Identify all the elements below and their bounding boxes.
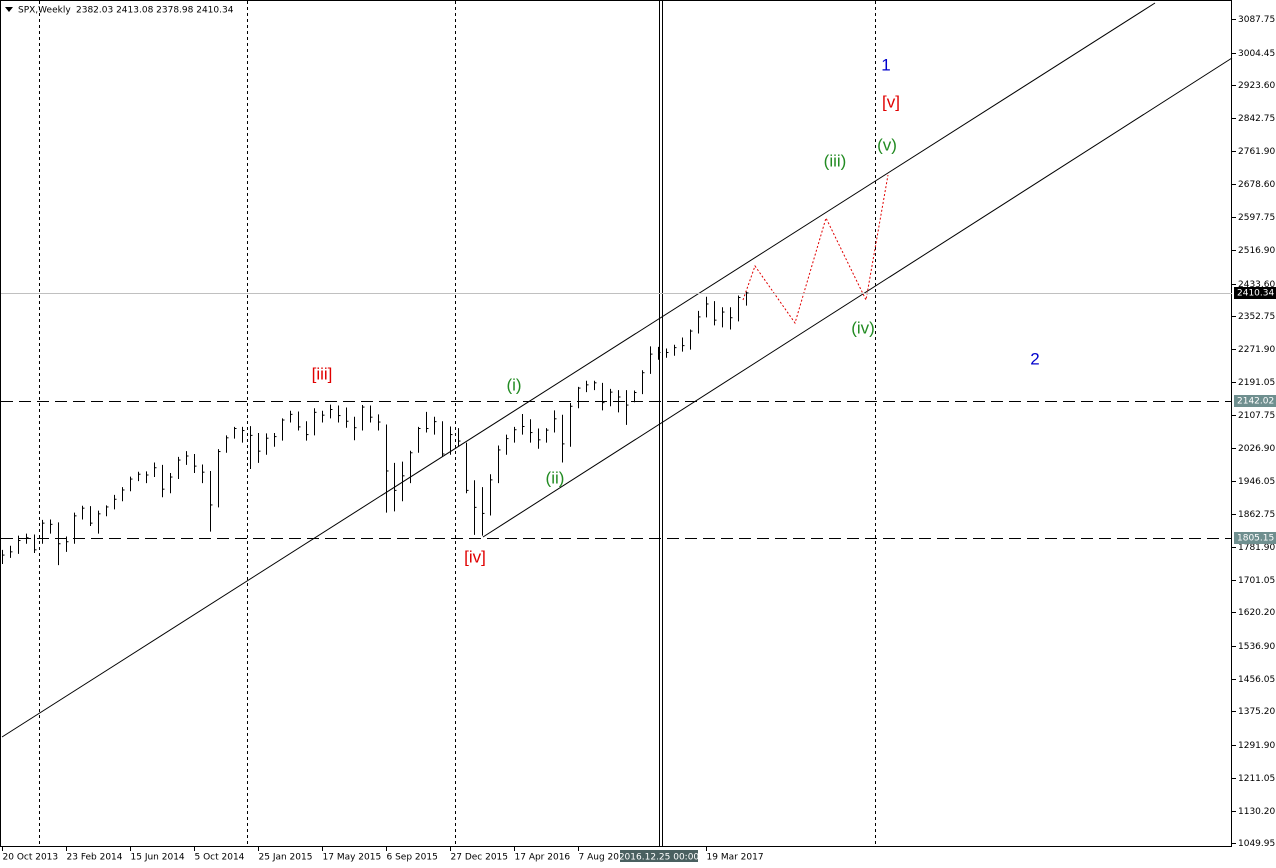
wave-label: (iii) bbox=[824, 151, 847, 170]
price-box bbox=[1234, 287, 1276, 299]
y-tick-label: 3087.75 bbox=[1238, 15, 1275, 25]
title-icon bbox=[5, 7, 13, 12]
y-tick-label: 2352.75 bbox=[1238, 312, 1275, 322]
x-tick-label: 25 Jan 2015 bbox=[259, 853, 313, 863]
ohlc-readout: 2382.03 2413.08 2378.98 2410.34 bbox=[76, 6, 234, 16]
y-tick-label: 1536.90 bbox=[1238, 642, 1275, 652]
wave-label: [iii] bbox=[312, 364, 333, 383]
crosshair-label: 2016.12.25 00:00 bbox=[619, 853, 700, 863]
y-tick-label: 2678.60 bbox=[1238, 180, 1275, 190]
y-tick-label: 1862.75 bbox=[1238, 510, 1275, 520]
wave-label: (iv) bbox=[851, 318, 875, 337]
channel-line bbox=[1, 2, 1156, 738]
x-tick-label: 7 Aug 2016 bbox=[579, 853, 631, 863]
price-label: 2410.34 bbox=[1237, 289, 1274, 299]
wave-label: 2 bbox=[1030, 349, 1039, 368]
crosshair-label-box bbox=[620, 850, 698, 862]
level-box bbox=[1234, 395, 1276, 407]
wave-label: (ii) bbox=[546, 468, 565, 487]
wave-label: (i) bbox=[506, 375, 521, 394]
period-separators bbox=[39, 1, 876, 846]
y-tick-label: 2433.60 bbox=[1238, 280, 1275, 290]
y-tick-label: 2842.75 bbox=[1238, 114, 1275, 124]
chart-title: SPX,Weekly bbox=[18, 6, 71, 16]
y-tick-label: 2923.60 bbox=[1238, 81, 1275, 91]
x-tick-label: 17 May 2015 bbox=[323, 853, 382, 863]
y-tick-label: 1701.05 bbox=[1238, 576, 1275, 586]
y-tick-label: 1456.05 bbox=[1238, 675, 1275, 685]
y-tick-label: 2191.05 bbox=[1238, 378, 1275, 388]
y-tick-label: 1620.20 bbox=[1238, 608, 1275, 618]
y-tick-label: 1049.95 bbox=[1238, 839, 1275, 849]
y-tick-label: 2516.90 bbox=[1238, 246, 1275, 256]
x-tick-label: 19 Mar 2017 bbox=[707, 853, 764, 863]
y-tick-label: 2271.90 bbox=[1238, 345, 1275, 355]
x-tick-label: 5 Oct 2014 bbox=[195, 853, 245, 863]
x-tick-label: 6 Sep 2015 bbox=[387, 853, 438, 863]
y-tick-label: 1375.20 bbox=[1238, 707, 1275, 717]
y-tick-label: 1781.90 bbox=[1238, 543, 1275, 553]
y-tick-label: 2026.90 bbox=[1238, 444, 1275, 454]
y-tick-label: 2761.90 bbox=[1238, 147, 1275, 157]
y-tick-label: 1291.90 bbox=[1238, 741, 1275, 751]
channel-line bbox=[482, 57, 1233, 538]
x-tick-label: 17 Apr 2016 bbox=[515, 853, 571, 863]
y-tick-label: 1946.05 bbox=[1238, 477, 1275, 487]
level-box bbox=[1234, 532, 1276, 544]
wave-label: (v) bbox=[877, 135, 897, 154]
wave-label: 1 bbox=[881, 55, 890, 74]
x-tick-label: 27 Dec 2015 bbox=[451, 853, 509, 863]
projection-path bbox=[742, 174, 889, 325]
plot-frame bbox=[0, 0, 1232, 847]
y-tick-label: 2107.75 bbox=[1238, 411, 1275, 421]
wave-label: [iv] bbox=[464, 547, 486, 566]
level-label: 1805.15 bbox=[1237, 534, 1274, 544]
y-tick-label: 1130.20 bbox=[1238, 807, 1275, 817]
y-tick-label: 3004.45 bbox=[1238, 49, 1275, 59]
x-tick-label: 15 Jun 2014 bbox=[131, 853, 185, 863]
y-tick-label: 2597.75 bbox=[1238, 213, 1275, 223]
x-tick-label: 20 Oct 2013 bbox=[3, 853, 59, 863]
y-tick-label: 1211.05 bbox=[1238, 774, 1275, 784]
x-tick-label: 23 Feb 2014 bbox=[67, 853, 123, 863]
wave-label: [v] bbox=[882, 92, 900, 111]
level-label: 2142.02 bbox=[1237, 397, 1274, 407]
